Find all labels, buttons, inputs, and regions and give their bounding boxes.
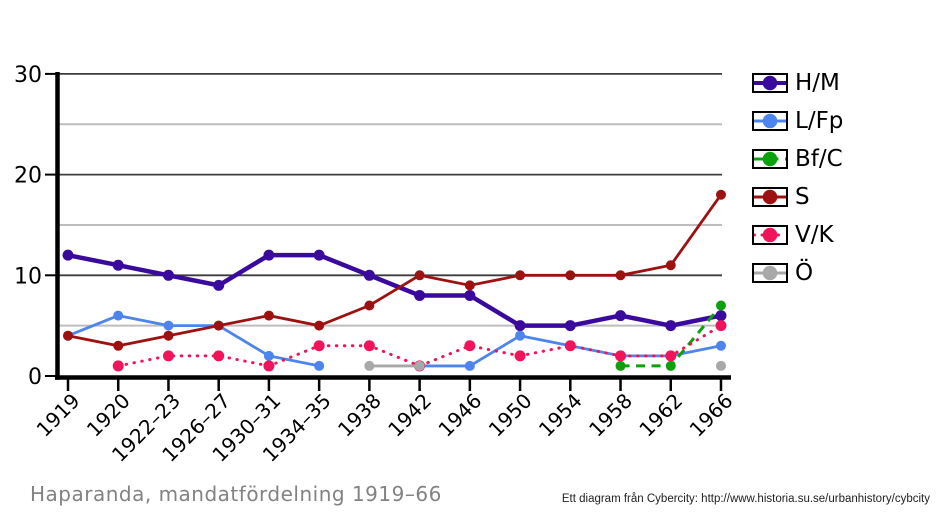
legend-label-hm: H/M [795, 70, 840, 96]
svg-text:1946: 1946 [433, 389, 486, 442]
legend-label-vk: V/K [795, 222, 834, 248]
legend-label-lfp: L/Fp [795, 108, 844, 134]
legend-swatch-bfc-icon [752, 149, 788, 169]
svg-text:30: 30 [14, 63, 42, 88]
svg-text:1938: 1938 [333, 389, 386, 442]
legend-label-s: S [795, 184, 810, 210]
legend-label-bfc: Bf/C [795, 146, 843, 172]
svg-text:1966: 1966 [685, 389, 738, 442]
svg-text:1919: 1919 [32, 389, 85, 442]
svg-text:1942: 1942 [383, 389, 436, 442]
legend-item-lfp: L/Fp [752, 108, 844, 134]
legend-item-vk: V/K [752, 222, 843, 248]
legend-item-bfc: Bf/C [752, 146, 843, 172]
svg-text:0: 0 [28, 365, 42, 390]
legend-item-hm: H/M [752, 70, 843, 96]
svg-text:1954: 1954 [534, 389, 587, 442]
chart-legend: H/M L/Fp Bf/C S V/K Ö [752, 70, 844, 286]
chart-title: Haparanda, mandatfördelning 1919–66 [30, 482, 442, 506]
legend-swatch-o-icon [752, 263, 788, 283]
svg-text:1950: 1950 [484, 389, 537, 442]
legend-item-s: S [752, 184, 843, 210]
legend-item-o: Ö [752, 260, 843, 286]
legend-swatch-s-icon [752, 187, 788, 207]
credit-text: Ett diagram från Cybercity: http://www.h… [561, 493, 930, 505]
legend-swatch-hm-icon [752, 73, 788, 93]
svg-text:1958: 1958 [584, 389, 637, 442]
svg-text:1962: 1962 [634, 389, 687, 442]
svg-text:20: 20 [14, 164, 42, 189]
legend-swatch-lfp-icon [752, 111, 788, 131]
svg-text:10: 10 [14, 264, 42, 289]
legend-swatch-vk-icon [752, 225, 788, 245]
legend-label-o: Ö [795, 260, 814, 286]
